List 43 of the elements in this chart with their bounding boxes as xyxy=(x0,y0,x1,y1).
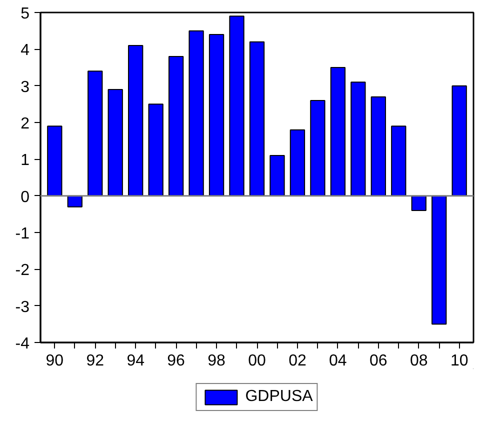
y-tick-label: -1 xyxy=(15,226,30,242)
bar xyxy=(452,85,467,196)
bar xyxy=(350,82,366,196)
bar xyxy=(391,126,406,196)
y-tick-label: -2 xyxy=(15,262,30,280)
x-tick-label: 90 xyxy=(46,352,64,370)
y-tick-label: -3 xyxy=(15,298,30,316)
bar xyxy=(310,100,326,196)
bar xyxy=(249,41,265,196)
bar xyxy=(370,96,386,196)
bar xyxy=(108,89,123,196)
bar xyxy=(47,126,62,196)
bar xyxy=(188,30,204,196)
bar xyxy=(168,56,184,196)
x-tick-label: 00 xyxy=(248,352,266,370)
x-tick-label: 92 xyxy=(86,352,104,370)
bar xyxy=(148,104,164,196)
bar xyxy=(330,67,346,196)
x-tick-label: 98 xyxy=(208,352,226,370)
legend-label: GDPUSA xyxy=(245,388,313,406)
bar xyxy=(67,195,82,208)
y-tick-label: 2 xyxy=(20,116,30,132)
x-tick-label: 08 xyxy=(410,352,428,370)
bar xyxy=(208,34,224,196)
bar xyxy=(270,155,285,196)
bar xyxy=(88,70,103,196)
x-tick-label: 04 xyxy=(329,352,347,370)
y-tick-label: 4 xyxy=(20,42,30,60)
bar xyxy=(432,195,447,325)
bar xyxy=(128,45,144,196)
y-tick-label: 3 xyxy=(20,78,30,96)
x-tick-label: 06 xyxy=(370,352,388,370)
x-tick-label: 94 xyxy=(126,352,145,370)
bar xyxy=(411,195,426,211)
bar xyxy=(290,129,306,196)
y-tick-label: 1 xyxy=(20,152,30,170)
y-tick-label: 5 xyxy=(20,6,30,22)
x-tick-label: 96 xyxy=(167,352,186,370)
x-tick-label: 02 xyxy=(288,352,306,370)
y-tick-label: -4 xyxy=(15,336,30,352)
x-tick-label: 10 xyxy=(450,352,468,370)
y-tick-label: 0 xyxy=(20,188,30,206)
bar xyxy=(229,16,244,196)
